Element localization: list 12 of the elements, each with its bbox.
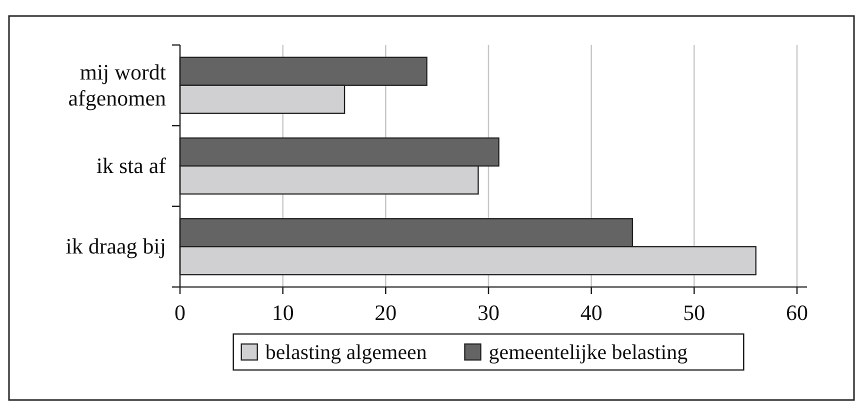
x-tick-label: 30 — [478, 300, 500, 325]
y-tick-label: ik sta af — [96, 153, 167, 178]
y-tick-label: mij wordt afgenomen — [68, 59, 166, 110]
x-tick-label: 10 — [272, 300, 294, 325]
x-tick-label: 60 — [786, 300, 808, 325]
x-tick-label: 50 — [683, 300, 706, 325]
y-tick-label: ik draag bij — [66, 234, 166, 259]
x-tick-label: 40 — [580, 300, 602, 325]
legend-label: belasting algemeen — [265, 340, 428, 364]
x-tick-label: 0 — [174, 300, 186, 325]
x-tick-label: 20 — [374, 300, 397, 325]
legend-label: gemeentelijke belasting — [488, 340, 688, 364]
